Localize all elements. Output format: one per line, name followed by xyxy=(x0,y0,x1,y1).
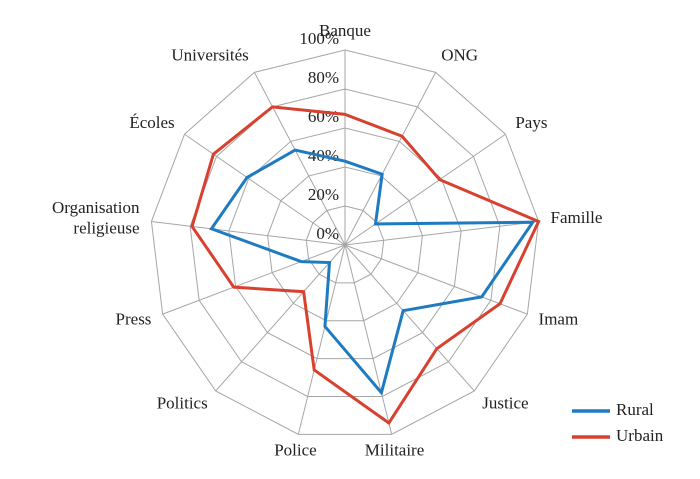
spoke xyxy=(184,133,346,246)
spoke xyxy=(297,244,346,435)
category-label: Organisation religieuse xyxy=(52,198,140,237)
legend-label: Rural xyxy=(616,400,654,419)
grid-ring xyxy=(150,49,540,435)
category-label-line: religieuse xyxy=(73,218,139,237)
category-label: ONG xyxy=(441,45,478,64)
category-label: Banque xyxy=(319,21,371,40)
r-tick-label: 20% xyxy=(308,185,339,204)
grid-ring xyxy=(228,127,462,360)
category-label: Press xyxy=(116,309,152,328)
category-label: Imam xyxy=(539,309,579,328)
category-label: Politics xyxy=(157,393,208,412)
category-label: Famille xyxy=(550,208,602,227)
category-label: Écoles xyxy=(129,113,174,132)
spoke xyxy=(151,220,346,246)
r-tick-label: 100% xyxy=(299,29,339,48)
r-tick-label: 0% xyxy=(316,224,339,243)
spoke xyxy=(344,133,506,246)
series-line xyxy=(190,105,541,426)
category-label: Pays xyxy=(515,113,547,132)
category-label: Justice xyxy=(482,393,528,412)
spoke xyxy=(344,244,475,392)
legend-label: Urbain xyxy=(616,426,664,445)
spoke xyxy=(344,72,437,246)
grid-ring xyxy=(305,205,385,284)
r-tick-label: 80% xyxy=(308,68,339,87)
category-label-line: Organisation xyxy=(52,198,140,217)
spoke xyxy=(253,72,346,246)
category-label: Universités xyxy=(171,45,248,64)
spoke xyxy=(344,220,539,246)
grid-ring xyxy=(267,166,423,322)
category-label: Police xyxy=(274,441,317,460)
spoke xyxy=(215,244,346,392)
spoke xyxy=(344,244,393,435)
series-line xyxy=(209,148,536,396)
category-label: Militaire xyxy=(365,441,424,460)
grid-ring xyxy=(189,88,501,397)
spoke xyxy=(162,244,346,315)
spoke xyxy=(344,244,528,315)
